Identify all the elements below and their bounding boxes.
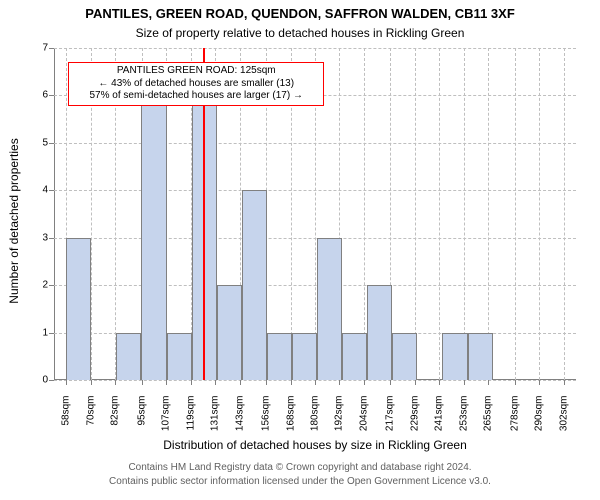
gridline-vertical bbox=[515, 48, 516, 380]
gridline-vertical bbox=[439, 48, 440, 380]
x-tick-mark bbox=[142, 380, 143, 385]
histogram-bar bbox=[267, 333, 292, 380]
x-tick-mark bbox=[390, 380, 391, 385]
y-axis-label: Number of detached properties bbox=[7, 55, 21, 387]
histogram-bar bbox=[342, 333, 367, 380]
y-tick-mark bbox=[49, 285, 54, 286]
y-tick-mark bbox=[49, 190, 54, 191]
annotation-box: PANTILES GREEN ROAD: 125sqm← 43% of deta… bbox=[68, 62, 324, 106]
y-tick-mark bbox=[49, 48, 54, 49]
histogram-bar bbox=[242, 190, 267, 380]
histogram-bar bbox=[167, 333, 192, 380]
x-tick-mark bbox=[266, 380, 267, 385]
x-tick-mark bbox=[240, 380, 241, 385]
gridline-vertical bbox=[364, 48, 365, 380]
histogram-bar bbox=[367, 285, 392, 380]
gridline-vertical bbox=[415, 48, 416, 380]
gridline-vertical bbox=[539, 48, 540, 380]
x-tick-mark bbox=[564, 380, 565, 385]
annotation-line: PANTILES GREEN ROAD: 125sqm bbox=[73, 65, 319, 78]
y-tick-label: 4 bbox=[30, 185, 48, 196]
y-tick-label: 0 bbox=[30, 375, 48, 386]
x-tick-mark bbox=[515, 380, 516, 385]
title-main: PANTILES, GREEN ROAD, QUENDON, SAFFRON W… bbox=[0, 6, 600, 21]
histogram-bar bbox=[141, 95, 166, 380]
x-tick-mark bbox=[291, 380, 292, 385]
x-tick-mark bbox=[439, 380, 440, 385]
histogram-bar bbox=[116, 333, 141, 380]
histogram-bar bbox=[442, 333, 467, 380]
gridline-vertical bbox=[488, 48, 489, 380]
x-tick-mark bbox=[315, 380, 316, 385]
y-tick-label: 2 bbox=[30, 280, 48, 291]
histogram-bar bbox=[292, 333, 317, 380]
chart-container: { "chart": { "type": "histogram", "title… bbox=[0, 0, 600, 500]
x-tick-mark bbox=[115, 380, 116, 385]
histogram-bar bbox=[468, 333, 493, 380]
x-axis-label: Distribution of detached houses by size … bbox=[54, 438, 576, 452]
annotation-line: 57% of semi-detached houses are larger (… bbox=[73, 90, 319, 103]
title-sub: Size of property relative to detached ho… bbox=[0, 26, 600, 40]
y-tick-label: 6 bbox=[30, 90, 48, 101]
gridline-vertical bbox=[464, 48, 465, 380]
y-tick-label: 3 bbox=[30, 232, 48, 243]
x-tick-mark bbox=[488, 380, 489, 385]
y-tick-mark bbox=[49, 238, 54, 239]
x-tick-mark bbox=[415, 380, 416, 385]
footer-line2: Contains public sector information licen… bbox=[0, 476, 600, 487]
y-tick-label: 7 bbox=[30, 43, 48, 54]
x-tick-mark bbox=[66, 380, 67, 385]
y-tick-mark bbox=[49, 143, 54, 144]
y-tick-label: 1 bbox=[30, 327, 48, 338]
x-tick-mark bbox=[166, 380, 167, 385]
histogram-bar bbox=[392, 333, 417, 380]
footer-line1: Contains HM Land Registry data © Crown c… bbox=[0, 462, 600, 473]
x-tick-mark bbox=[91, 380, 92, 385]
x-tick-mark bbox=[464, 380, 465, 385]
x-tick-mark bbox=[215, 380, 216, 385]
y-tick-mark bbox=[49, 380, 54, 381]
histogram-bar bbox=[217, 285, 242, 380]
x-tick-mark bbox=[339, 380, 340, 385]
y-tick-mark bbox=[49, 333, 54, 334]
annotation-line: ← 43% of detached houses are smaller (13… bbox=[73, 78, 319, 91]
x-tick-mark bbox=[364, 380, 365, 385]
plot-area: 0123456758sqm70sqm82sqm95sqm107sqm119sqm… bbox=[54, 48, 576, 380]
histogram-bar bbox=[66, 238, 91, 380]
gridline-vertical bbox=[564, 48, 565, 380]
y-tick-label: 5 bbox=[30, 137, 48, 148]
histogram-bar bbox=[317, 238, 342, 380]
y-tick-mark bbox=[49, 95, 54, 96]
x-tick-mark bbox=[539, 380, 540, 385]
x-tick-mark bbox=[191, 380, 192, 385]
